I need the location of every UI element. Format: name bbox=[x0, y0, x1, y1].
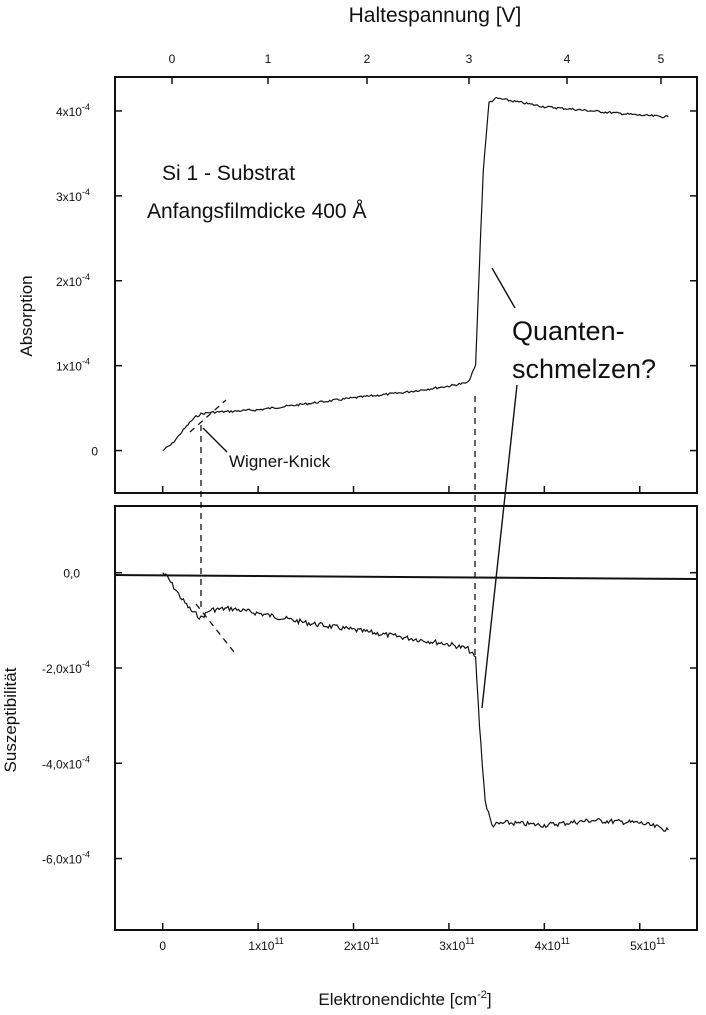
y-tick-label-bottom: -6,0x10-4 bbox=[42, 850, 90, 867]
top-x-tick-label: 4 bbox=[564, 52, 571, 66]
y-tick-label-top: 4x10-4 bbox=[56, 102, 90, 119]
y-tick-label-top: 3x10-4 bbox=[56, 187, 90, 204]
top-x-tick-label: 0 bbox=[169, 52, 176, 66]
x-tick-label: 0 bbox=[159, 939, 166, 953]
y-axis-title-bottom: Suszeptibilität bbox=[1, 667, 20, 772]
y-tick-label-bottom: -2,0x10-4 bbox=[42, 659, 90, 676]
top-axis-title: Haltespannung [V] bbox=[349, 4, 522, 27]
y-axis-title-top: Absorption bbox=[17, 275, 36, 356]
top-x-tick-label: 5 bbox=[658, 52, 665, 66]
melting-pointer-top bbox=[491, 267, 516, 309]
x-axis-title: Elektronendichte [cm-2] bbox=[318, 989, 491, 1009]
x-tick-label: 5x1011 bbox=[630, 936, 665, 953]
y-tick-label-bottom: 0,0 bbox=[63, 567, 80, 581]
sample-label-line1: Si 1 - Substrat bbox=[162, 162, 295, 185]
wigner-knick-label: Wigner-Knick bbox=[229, 452, 331, 471]
sample-label-line2: Anfangsfilmdicke 400 Å bbox=[147, 200, 366, 223]
melting-pointer-bottom bbox=[481, 384, 518, 709]
quantum-melting-label-line1: Quanten- bbox=[512, 316, 625, 346]
top-x-tick-label: 1 bbox=[265, 52, 272, 66]
x-tick-label: 2x1011 bbox=[344, 936, 379, 953]
wigner-knick-pointer bbox=[202, 427, 228, 453]
top-x-tick-label: 2 bbox=[364, 52, 371, 66]
plot-frame-bottom bbox=[114, 505, 698, 931]
x-tick-label: 4x1011 bbox=[535, 936, 570, 953]
y-tick-label-top: 0 bbox=[91, 445, 98, 459]
absorption-curve bbox=[162, 96, 669, 452]
top-x-tick-label: 3 bbox=[466, 52, 473, 66]
y-tick-label-bottom: -4,0x10-4 bbox=[42, 754, 90, 771]
x-tick-label: 3x1011 bbox=[439, 936, 474, 953]
x-tick-label: 1x1011 bbox=[248, 936, 283, 953]
zero-line bbox=[114, 574, 698, 580]
quantum-melting-label-line2: schmelzen? bbox=[512, 354, 656, 384]
y-tick-label-top: 1x10-4 bbox=[56, 357, 90, 374]
y-tick-label-top: 2x10-4 bbox=[56, 272, 90, 289]
plot-frame-top bbox=[114, 76, 698, 494]
susceptibility-curve bbox=[162, 572, 669, 832]
knee-tangent-top bbox=[189, 399, 227, 433]
